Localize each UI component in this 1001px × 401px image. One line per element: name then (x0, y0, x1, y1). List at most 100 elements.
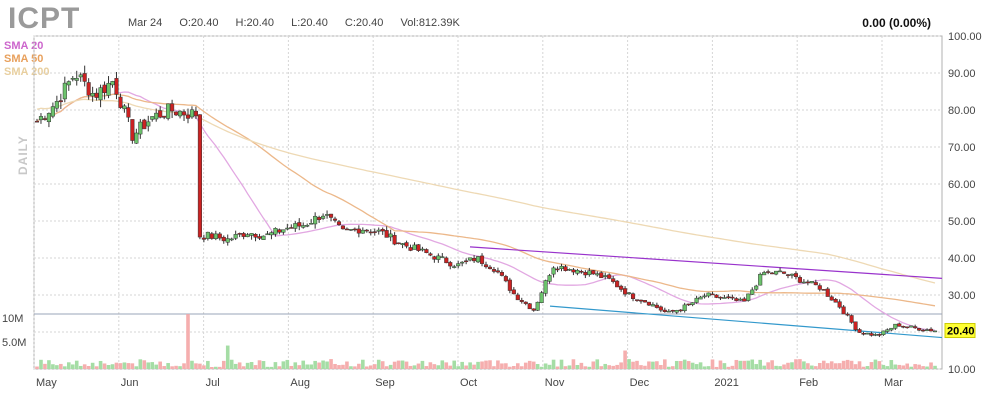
volume-bar (643, 365, 647, 369)
volume-bar (571, 359, 576, 369)
volume-bar (202, 365, 206, 369)
candle-body (849, 315, 854, 323)
volume-bar (917, 364, 921, 369)
candle-body (774, 270, 779, 275)
volume-bar (782, 364, 786, 369)
volume-bar (774, 365, 778, 369)
x-tick-label: Mar (884, 377, 903, 389)
candle-body (456, 263, 461, 267)
volume-bar (70, 364, 75, 369)
candle-body (623, 288, 628, 295)
candle-body (185, 114, 191, 119)
candle-body (321, 215, 326, 219)
candle-body (364, 229, 369, 232)
volume-bar (293, 362, 298, 369)
candle-body (309, 223, 314, 225)
candle-body (233, 234, 238, 239)
candle-body (82, 73, 87, 82)
candle-body (356, 228, 361, 234)
candle-body (543, 280, 548, 294)
volume-bar (599, 366, 604, 369)
volume-bar (174, 365, 178, 369)
candle-body (797, 277, 802, 283)
candle-body (491, 269, 497, 272)
x-tick-label: Jul (206, 377, 220, 389)
candle-body (718, 296, 723, 299)
volume-bar (758, 359, 762, 369)
volume-bar (444, 362, 449, 369)
candle-body (110, 81, 115, 86)
candle-body (778, 270, 783, 273)
legend-sma-20: SMA 20 (4, 40, 44, 52)
candle-body (766, 271, 771, 273)
candle-body (352, 228, 357, 231)
volume-bar (432, 364, 437, 369)
candle-body (925, 329, 930, 331)
volume-bar (821, 360, 826, 369)
volume-bar (786, 362, 790, 369)
volume-bar (543, 363, 548, 369)
candle-body (189, 109, 195, 118)
volume-bar (567, 365, 572, 369)
volume-bar (166, 363, 170, 369)
volume-bar (472, 364, 476, 369)
volume-bar (126, 363, 131, 369)
candle-body (54, 101, 59, 109)
volume-bar (59, 363, 63, 369)
candle-body (793, 273, 799, 277)
volume-bar (742, 360, 747, 369)
candle-body (134, 132, 139, 144)
candle-body (78, 74, 83, 78)
candle-body (432, 256, 437, 260)
volume-bar (301, 360, 306, 369)
volume-bar (392, 361, 397, 369)
volume-bar (766, 362, 770, 369)
candle-body (237, 233, 242, 235)
candle-body (102, 84, 107, 93)
volume-bar (531, 361, 536, 369)
volume-bar (750, 359, 755, 369)
candle-body (523, 301, 528, 304)
candle-body (650, 304, 655, 307)
volume-bar (686, 361, 691, 369)
volume-bar (198, 363, 202, 369)
volume-bar (357, 363, 361, 369)
candle-body (122, 105, 127, 110)
volume-bar (559, 359, 564, 369)
lower-trendline (549, 305, 943, 339)
candle-body (170, 103, 175, 112)
volume-bar (829, 361, 834, 369)
volume-bar (535, 364, 540, 369)
volume-bar (484, 360, 488, 369)
candle-body (889, 327, 894, 331)
candle-body (174, 111, 179, 116)
volume-bar (289, 365, 294, 369)
volume-bar (881, 364, 886, 369)
volume-bar (547, 364, 552, 369)
volume-bar (186, 314, 190, 369)
candle-body (388, 233, 393, 238)
volume-bar (408, 365, 413, 369)
candle-body (472, 257, 477, 262)
candle-body (670, 310, 675, 312)
y-tick-label: 50.00 (948, 216, 976, 228)
candle-body (607, 274, 612, 279)
candle-body (253, 233, 258, 238)
volume-bar (496, 360, 500, 369)
candle-body (38, 116, 44, 121)
candle-body (825, 288, 830, 297)
volume-bar (663, 359, 667, 369)
volume-bar (516, 363, 520, 369)
volume-bar (615, 364, 619, 369)
candle-body (34, 120, 40, 123)
y-tick-label: 10.00 (948, 364, 976, 376)
volume-bar (639, 365, 643, 369)
candle-body (762, 272, 767, 276)
volume-bar (365, 366, 369, 369)
candle-body (50, 106, 55, 117)
candle-body (146, 121, 151, 127)
volume-bar (142, 360, 147, 369)
volume-bar (710, 359, 715, 369)
volume-bar (130, 363, 135, 369)
candle-body (90, 93, 95, 97)
